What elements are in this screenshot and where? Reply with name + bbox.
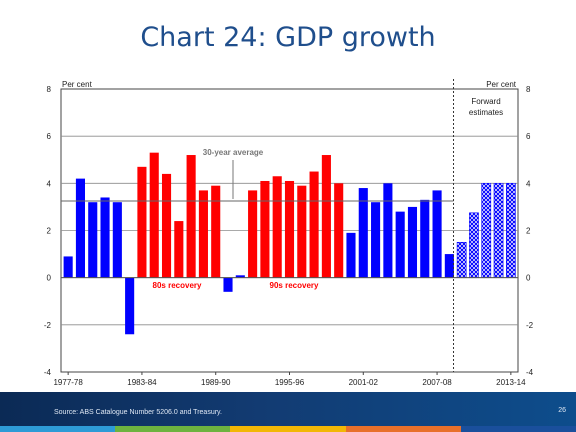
- footer-stripe: [0, 426, 576, 432]
- bar-1998-99: [321, 155, 331, 278]
- y-tick-label-left: 2: [47, 227, 52, 236]
- y-tick-label-left: 4: [47, 179, 52, 188]
- y-tick-label-left: 8: [47, 85, 52, 94]
- bar-2004-05: [395, 211, 405, 278]
- bar-1987-88: [186, 155, 196, 278]
- bar-2009-10: [456, 241, 467, 278]
- gdp-growth-chart: -4 -4 -2 -2 0 0 2 2 4 4 6 6 8 8 1977-78 1983-84 1989-90 1…: [44, 79, 534, 387]
- recovery-90s-label: 90s recovery: [270, 281, 319, 290]
- bar-2000-01: [346, 232, 356, 278]
- y-tick-label-left: -2: [44, 321, 52, 330]
- bar-1999-00: [334, 183, 344, 278]
- slide-title: Chart 24: GDP growth: [140, 22, 436, 53]
- y-tick-label-left: 6: [47, 132, 52, 141]
- y-unit-right: Per cent: [486, 80, 517, 89]
- x-tick-label: 1989-90: [201, 378, 231, 387]
- x-tick-label: 2013-14: [496, 378, 526, 387]
- y-tick-label-left: 0: [47, 274, 52, 283]
- y-tick-label-right: 2: [526, 227, 531, 236]
- bar-2001-02: [358, 188, 368, 278]
- x-tick-label: 1983-84: [127, 378, 157, 387]
- bar-1981-82: [112, 202, 122, 278]
- bar-2011-12: [481, 183, 492, 278]
- bar-2007-08: [432, 190, 442, 278]
- source-note: Source: ABS Catalogue Number 5206.0 and …: [54, 409, 222, 416]
- x-tick-label: 1977-78: [53, 378, 83, 387]
- bar-1989-90: [211, 185, 221, 278]
- recovery-80s-label: 80s recovery: [153, 281, 202, 290]
- bar-2005-06: [407, 206, 418, 278]
- y-tick-label-right: -2: [526, 321, 534, 330]
- bar-1988-89: [198, 190, 208, 278]
- forecast-label-line1: Forward: [471, 97, 500, 106]
- bar-1990-91: [223, 277, 233, 292]
- bar-1979-80: [88, 202, 98, 278]
- page-number: 26: [558, 407, 566, 414]
- bar-1983-84: [137, 166, 147, 278]
- bar-1978-79: [75, 178, 85, 278]
- bar-2006-07: [420, 199, 430, 278]
- bar-1994-95: [272, 176, 282, 278]
- x-tick-label: 2007-08: [422, 378, 452, 387]
- y-tick-label-left: -4: [44, 368, 52, 377]
- bar-2012-13: [493, 183, 504, 278]
- bar-2008-09: [444, 254, 454, 278]
- stripe-segment-4: [345, 426, 461, 432]
- y-tick-label-right: 0: [526, 274, 531, 283]
- bar-1980-81: [100, 197, 110, 278]
- bar-2013-14: [505, 183, 516, 278]
- y-tick-label-right: 8: [526, 85, 531, 94]
- stripe-segment-5: [460, 426, 576, 432]
- stripe-segment-1: [0, 426, 116, 432]
- y-tick-label-right: -4: [526, 368, 534, 377]
- bar-1993-94: [260, 180, 270, 278]
- stripe-segment-3: [230, 426, 346, 432]
- bar-1995-96: [284, 180, 295, 278]
- y-tick-label-right: 4: [526, 179, 531, 188]
- bar-2010-11: [469, 212, 479, 278]
- y-unit-left: Per cent: [62, 80, 93, 89]
- x-tick-label: 1995-96: [275, 378, 305, 387]
- bar-1985-86: [161, 173, 172, 278]
- bar-2002-03: [371, 202, 381, 278]
- y-tick-label-right: 6: [526, 132, 531, 141]
- footer-band: Source: ABS Catalogue Number 5206.0 and …: [0, 392, 576, 426]
- bar-1996-97: [297, 185, 307, 278]
- bar-1977-78: [63, 256, 73, 278]
- bar-1991-92: [235, 275, 245, 278]
- bar-1986-87: [174, 221, 184, 278]
- bar-1992-93: [248, 190, 258, 278]
- bar-1997-98: [309, 171, 319, 278]
- bar-1984-85: [149, 152, 159, 278]
- x-tick-label: 2001-02: [349, 378, 379, 387]
- average-label: 30-year average: [203, 148, 264, 157]
- forecast-label-line2: estimates: [469, 108, 503, 117]
- bar-2003-04: [383, 183, 393, 278]
- stripe-segment-2: [115, 426, 231, 432]
- bar-1982-83: [125, 277, 135, 335]
